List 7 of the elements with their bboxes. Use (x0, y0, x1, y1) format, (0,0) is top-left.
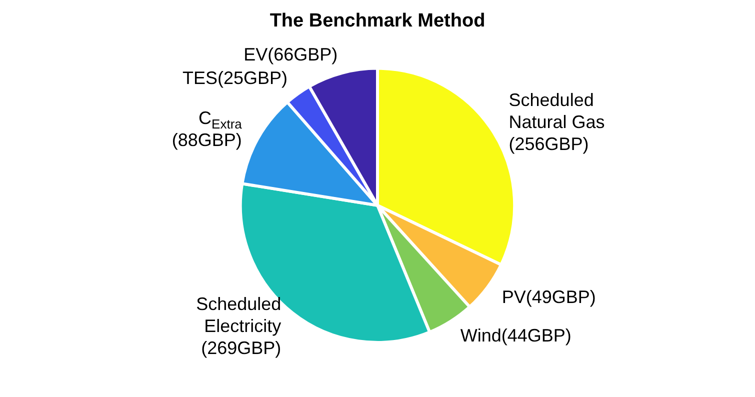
slice-label: Scheduled Natural Gas (256GBP) (508, 90, 605, 154)
slice-label: PV(49GBP) (502, 287, 596, 308)
slice-label: EV(66GBP) (244, 44, 338, 64)
chart-title: The Benchmark Method (270, 10, 486, 32)
slice-label: Scheduled Electricity (269GBP) (196, 294, 282, 358)
slice-label: TES(25GBP) (182, 68, 288, 88)
slice-label: Wind(44GBP) (460, 325, 572, 346)
